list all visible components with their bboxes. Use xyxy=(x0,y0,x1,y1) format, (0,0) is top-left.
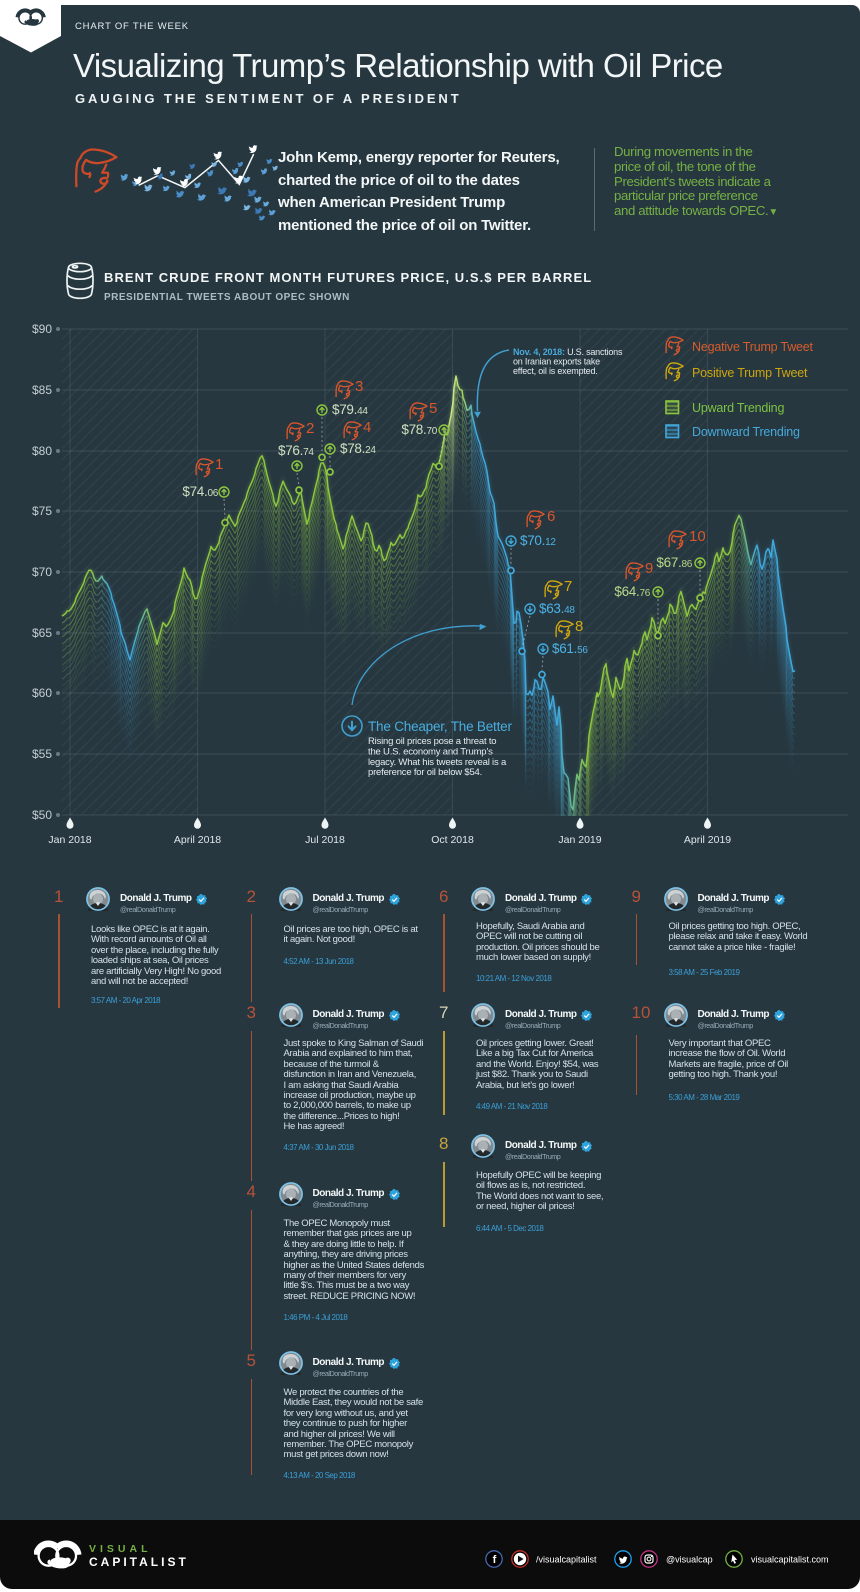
svg-text:$60: $60 xyxy=(32,686,52,700)
svg-text:The Cheaper, The Better: The Cheaper, The Better xyxy=(368,719,512,734)
svg-text:3: 3 xyxy=(355,378,363,395)
svg-text:6: 6 xyxy=(547,508,555,525)
svg-text:the U.S. economy and Trump’s: the U.S. economy and Trump’s xyxy=(368,746,493,757)
svg-text:April 2019: April 2019 xyxy=(684,834,731,846)
svg-text:$63.48: $63.48 xyxy=(539,601,575,616)
svg-text:$80: $80 xyxy=(32,444,52,458)
svg-text:Jan 2019: Jan 2019 xyxy=(558,834,601,846)
svg-text:Oct 2018: Oct 2018 xyxy=(431,834,474,846)
svg-text:$65: $65 xyxy=(32,626,52,640)
svg-text:$75: $75 xyxy=(32,504,52,518)
svg-text:$50: $50 xyxy=(32,808,52,822)
svg-text:$64.76: $64.76 xyxy=(614,584,650,599)
svg-text:/visualcapitalist: /visualcapitalist xyxy=(536,1555,597,1565)
svg-text:$70: $70 xyxy=(32,565,52,579)
svg-text:Rising oil prices pose a threa: Rising oil prices pose a threat to xyxy=(368,736,496,747)
svg-text:1: 1 xyxy=(215,456,223,473)
svg-text:$61.56: $61.56 xyxy=(552,641,588,656)
svg-text:$78.24: $78.24 xyxy=(340,441,376,456)
svg-text:@visualcap: @visualcap xyxy=(666,1555,713,1565)
svg-text:9: 9 xyxy=(645,560,653,577)
svg-text:effect, oil is exempted.: effect, oil is exempted. xyxy=(513,366,598,376)
svg-text:4: 4 xyxy=(363,419,371,436)
svg-text:Negative Trump Tweet: Negative Trump Tweet xyxy=(692,340,814,354)
svg-text:$79.44: $79.44 xyxy=(332,402,368,417)
svg-text:5: 5 xyxy=(429,400,437,417)
svg-text:$85: $85 xyxy=(32,383,52,397)
svg-text:f: f xyxy=(493,1554,497,1566)
svg-text:8: 8 xyxy=(575,618,583,635)
svg-text:on Iranian exports take: on Iranian exports take xyxy=(513,357,600,367)
svg-text:2: 2 xyxy=(306,420,314,437)
svg-text:$70.12: $70.12 xyxy=(520,533,556,548)
svg-text:$76.74: $76.74 xyxy=(278,443,314,458)
svg-text:legacy. What his tweets reveal: legacy. What his tweets reveal is a xyxy=(368,757,507,768)
svg-text:preference for oil below $54.: preference for oil below $54. xyxy=(368,767,482,778)
svg-text:10: 10 xyxy=(689,528,706,545)
svg-text:Downward Trending: Downward Trending xyxy=(692,425,800,439)
svg-text:Jul 2018: Jul 2018 xyxy=(305,834,345,846)
svg-text:$74.06: $74.06 xyxy=(182,484,218,499)
svg-text:Jan 2018: Jan 2018 xyxy=(48,834,91,846)
svg-text:visualcapitalist.com: visualcapitalist.com xyxy=(751,1555,829,1565)
svg-text:Positive Trump Tweet: Positive Trump Tweet xyxy=(692,366,808,380)
svg-text:Nov. 4, 2018: U.S. sanctions: Nov. 4, 2018: U.S. sanctions xyxy=(513,347,623,357)
svg-text:$78.70: $78.70 xyxy=(401,422,437,437)
svg-text:7: 7 xyxy=(564,578,572,595)
svg-text:Upward Trending: Upward Trending xyxy=(692,401,784,415)
svg-text:$67.86: $67.86 xyxy=(656,555,692,570)
svg-text:$90: $90 xyxy=(32,322,52,336)
svg-text:$55: $55 xyxy=(32,747,52,761)
svg-text:April 2018: April 2018 xyxy=(174,834,221,846)
